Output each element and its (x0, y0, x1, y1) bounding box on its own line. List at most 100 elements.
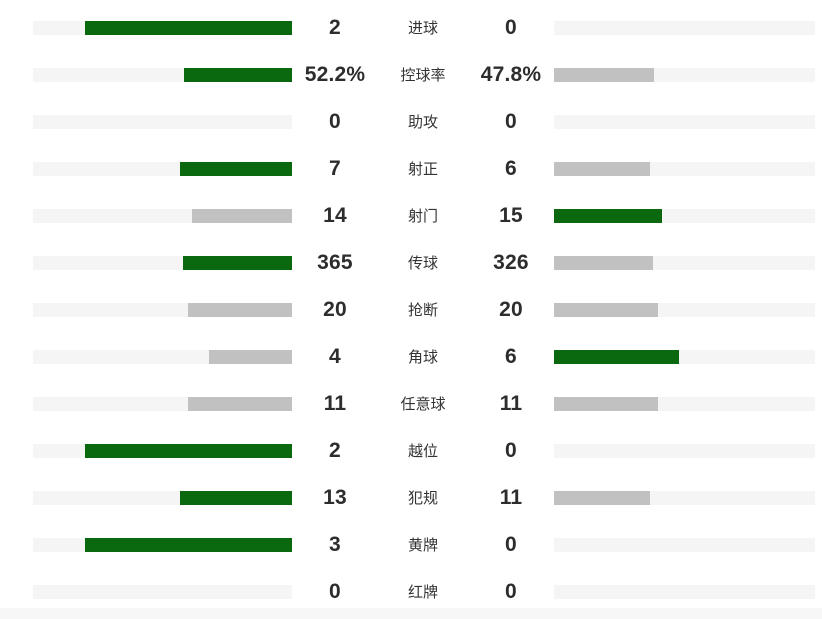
away-stat-value: 0 (505, 579, 517, 603)
home-stat-bar (33, 114, 292, 129)
home-stat-value: 365 (317, 250, 353, 274)
home-stat-bar (33, 255, 292, 270)
stat-row: 11 任意球 11 (33, 380, 822, 427)
home-stat-bar (33, 208, 292, 223)
stat-label: 射正 (407, 161, 438, 178)
away-stat-value: 0 (505, 109, 517, 133)
away-stat-bar (554, 443, 815, 458)
home-stat-value: 20 (323, 297, 347, 321)
away-bar-fill (554, 208, 662, 223)
stat-row: 2 进球 0 (33, 4, 822, 51)
away-stat-bar (554, 114, 815, 129)
stat-row: 3 黄牌 0 (33, 521, 822, 568)
away-stat-bar (554, 302, 815, 317)
away-stat-value: 6 (505, 156, 517, 180)
bottom-divider (0, 608, 822, 619)
stat-row: 13 犯规 11 (33, 474, 822, 521)
away-stat-value: 47.8% (480, 62, 542, 86)
stat-label: 角球 (407, 349, 438, 366)
home-bar-fill (182, 255, 292, 270)
home-stat-bar (33, 584, 292, 599)
home-stat-value: 4 (329, 344, 341, 368)
stats-rows: 2 进球 0 52.2% 控球率 47.8% 0 助攻 0 7 射正 (0, 4, 822, 615)
home-stat-value: 7 (329, 156, 341, 180)
home-bar-fill (84, 20, 292, 35)
home-stat-bar (33, 537, 292, 552)
away-stat-value: 326 (493, 250, 529, 274)
home-stat-value: 52.2% (304, 62, 366, 86)
stat-label: 抢断 (407, 302, 438, 319)
away-stat-value: 0 (505, 532, 517, 556)
home-stat-bar (33, 443, 292, 458)
away-stat-value: 11 (499, 485, 523, 509)
away-stat-bar (554, 20, 815, 35)
away-stat-bar (554, 208, 815, 223)
home-bar-fill (84, 537, 292, 552)
away-stat-bar (554, 161, 815, 176)
away-stat-bar (554, 396, 815, 411)
home-bar-fill (179, 490, 292, 505)
home-bar-fill (180, 161, 292, 176)
home-bar-fill (84, 443, 292, 458)
stat-label: 红牌 (407, 584, 438, 601)
away-stat-bar (554, 255, 815, 270)
home-stat-bar (33, 302, 292, 317)
stat-row: 2 越位 0 (33, 427, 822, 474)
home-stat-value: 11 (323, 391, 347, 415)
home-stat-value: 2 (329, 15, 341, 39)
away-stat-bar (554, 490, 815, 505)
home-stat-bar (33, 161, 292, 176)
away-bar-fill (554, 67, 654, 82)
away-stat-value: 20 (499, 297, 523, 321)
away-stat-value: 11 (499, 391, 523, 415)
away-stat-value: 0 (505, 438, 517, 462)
stat-label: 黄牌 (407, 537, 438, 554)
home-bar-fill (183, 67, 292, 82)
stat-label: 越位 (407, 443, 438, 460)
away-stat-value: 6 (505, 344, 517, 368)
home-bar-fill (191, 208, 292, 223)
home-stat-value: 3 (329, 532, 341, 556)
home-stat-value: 14 (323, 203, 347, 227)
home-bar-fill (188, 302, 292, 317)
stat-row: 0 助攻 0 (33, 98, 822, 145)
away-stat-bar (554, 349, 815, 364)
away-stat-value: 0 (505, 15, 517, 39)
home-bar-fill (188, 396, 292, 411)
stat-label: 传球 (407, 255, 438, 272)
home-bar-fill (209, 349, 292, 364)
home-stat-bar (33, 349, 292, 364)
stat-row: 4 角球 6 (33, 333, 822, 380)
away-bar-fill (554, 349, 680, 364)
away-stat-value: 15 (499, 203, 523, 227)
stat-label: 射门 (407, 208, 438, 225)
home-stat-value: 13 (323, 485, 347, 509)
away-bar-fill (554, 161, 651, 176)
away-bar-fill (554, 396, 659, 411)
home-stat-bar (33, 20, 292, 35)
away-stat-bar (554, 537, 815, 552)
home-stat-bar (33, 490, 292, 505)
stat-label: 任意球 (400, 396, 446, 413)
away-bar-fill (554, 490, 650, 505)
home-stat-value: 2 (329, 438, 341, 462)
stat-row: 20 抢断 20 (33, 286, 822, 333)
away-bar-fill (554, 255, 653, 270)
stat-label: 犯规 (407, 490, 438, 507)
home-stat-value: 0 (329, 109, 341, 133)
away-stat-bar (554, 584, 815, 599)
home-stat-value: 0 (329, 579, 341, 603)
home-stat-bar (33, 67, 292, 82)
stat-label: 控球率 (400, 67, 446, 84)
stat-label: 进球 (407, 20, 438, 37)
stat-row: 365 传球 326 (33, 239, 822, 286)
stat-row: 14 射门 15 (33, 192, 822, 239)
away-bar-fill (554, 302, 659, 317)
stat-label: 助攻 (407, 114, 438, 131)
stat-row: 7 射正 6 (33, 145, 822, 192)
away-stat-bar (554, 67, 815, 82)
stat-row: 0 红牌 0 (33, 568, 822, 615)
stat-row: 52.2% 控球率 47.8% (33, 51, 822, 98)
home-stat-bar (33, 396, 292, 411)
